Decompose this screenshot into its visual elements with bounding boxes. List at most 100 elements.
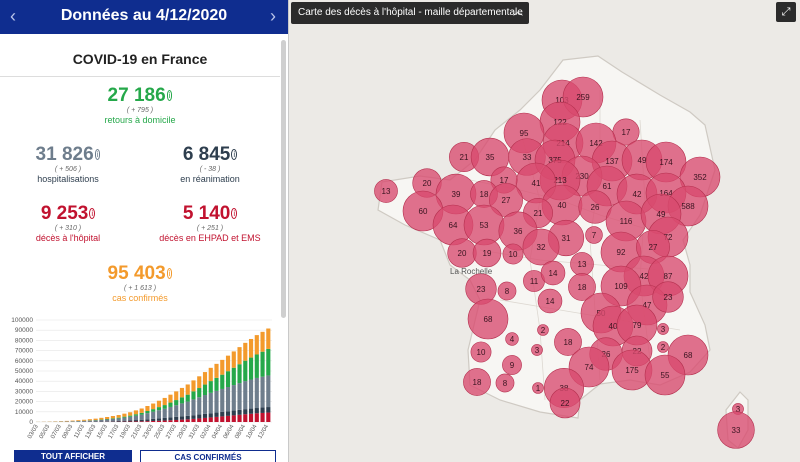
info-icon[interactable]: i bbox=[231, 149, 238, 160]
chart-bar bbox=[185, 401, 190, 416]
department-bubble[interactable] bbox=[374, 179, 398, 203]
chart-bar bbox=[214, 390, 219, 413]
department-bubble[interactable] bbox=[463, 368, 491, 396]
chart-bar bbox=[243, 342, 248, 361]
department-bubble[interactable] bbox=[549, 387, 581, 419]
department-bubble[interactable] bbox=[497, 281, 517, 301]
bubble-label: 60 bbox=[419, 207, 428, 216]
chart-bar bbox=[93, 418, 98, 421]
bubble-label: 17 bbox=[500, 176, 509, 185]
bubble-label: 18 bbox=[578, 283, 587, 292]
sidebar-panel: ‹ Données au 4/12/2020 › COVID-19 en Fra… bbox=[0, 0, 289, 462]
department-bubble[interactable] bbox=[495, 373, 515, 393]
info-icon[interactable]: i bbox=[94, 149, 101, 160]
map-title-bar[interactable]: Carte des décès à l'hôpital - maille dép… bbox=[291, 2, 529, 24]
department-bubble[interactable] bbox=[657, 323, 669, 335]
chart-bar bbox=[266, 407, 271, 413]
department-bubble[interactable] bbox=[522, 228, 560, 266]
department-bubble[interactable] bbox=[585, 226, 603, 244]
department-bubble[interactable] bbox=[470, 341, 492, 363]
chart-bar bbox=[248, 379, 254, 409]
department-bubble[interactable] bbox=[502, 355, 522, 375]
chart-bar bbox=[156, 400, 162, 408]
chart-bar bbox=[225, 411, 231, 416]
bubble-label: 14 bbox=[549, 269, 558, 278]
chart-bar bbox=[214, 416, 219, 422]
bubble-label: 352 bbox=[693, 173, 707, 182]
chart-bar bbox=[208, 381, 213, 393]
chart-bar bbox=[254, 408, 259, 414]
chevron-right-icon[interactable]: › bbox=[270, 6, 276, 26]
chart-bar bbox=[99, 417, 104, 420]
bubble-label: 8 bbox=[503, 379, 508, 388]
chart-bar bbox=[231, 415, 236, 422]
stat-hospit: 31 826 i ( + 506 ) hospitalisations bbox=[0, 145, 136, 185]
info-icon[interactable]: i bbox=[89, 208, 96, 219]
bubble-label: 1 bbox=[536, 384, 541, 393]
chart-bar bbox=[220, 416, 225, 422]
chart-bar bbox=[248, 408, 254, 414]
chevron-up-icon[interactable]: ︿ bbox=[513, 7, 523, 18]
bubble-label: 230 bbox=[575, 172, 589, 181]
chart-bar bbox=[139, 412, 144, 415]
header-title: Données au 4/12/2020 bbox=[60, 7, 228, 24]
department-bubble[interactable] bbox=[472, 238, 502, 268]
info-icon[interactable]: i bbox=[166, 268, 173, 279]
department-bubble[interactable] bbox=[568, 273, 596, 301]
department-bubble[interactable] bbox=[537, 288, 563, 314]
department-bubble[interactable] bbox=[502, 243, 524, 265]
chart-bar bbox=[133, 414, 138, 416]
department-bubble[interactable] bbox=[537, 324, 549, 336]
show-all-button[interactable]: TOUT AFFICHER bbox=[14, 450, 132, 462]
bubble-label: 122 bbox=[553, 118, 567, 127]
stat-retours: 27 186 i ( + 795 ) retours à domicile bbox=[70, 86, 210, 126]
department-bubble[interactable] bbox=[644, 354, 686, 396]
chart-bar bbox=[87, 419, 92, 421]
stat-hospit-delta: ( + 506 ) bbox=[54, 166, 82, 173]
confirmed-cases-button[interactable]: CAS CONFIRMÉS bbox=[140, 450, 276, 462]
chart-bar bbox=[179, 387, 185, 398]
sidebar-scrollbar[interactable] bbox=[281, 40, 286, 318]
department-bubble[interactable] bbox=[505, 332, 519, 346]
chart-bar bbox=[174, 400, 179, 406]
department-bubble[interactable] bbox=[531, 344, 543, 356]
bubble-label: 39 bbox=[452, 190, 461, 199]
stacked-bar-chart: 0 10000 20000 30000 40000 50000 60000 70000 8000… bbox=[11, 317, 272, 440]
chart-bar bbox=[110, 421, 115, 422]
department-bubble[interactable] bbox=[554, 328, 582, 356]
chart-bar bbox=[151, 418, 156, 421]
france-map[interactable]: 1032591221795214142213533375137491742302… bbox=[289, 0, 800, 462]
department-bubble[interactable] bbox=[532, 382, 544, 394]
bubble-label: 3 bbox=[535, 346, 540, 355]
chart-bar bbox=[145, 406, 150, 412]
stat-deces-hopital-label: décès à l'hôpital bbox=[35, 233, 101, 243]
department-bubble[interactable] bbox=[540, 260, 566, 286]
y-tick-label: 0 bbox=[29, 419, 33, 426]
bubble-label: 26 bbox=[602, 350, 611, 359]
x-tick-label: 09/03 bbox=[62, 423, 75, 440]
department-bubble[interactable] bbox=[467, 298, 509, 340]
chart-bar bbox=[128, 415, 133, 417]
bubble-label: 8 bbox=[505, 287, 510, 296]
chart-bar bbox=[260, 412, 265, 422]
chart-bar bbox=[248, 413, 254, 422]
chart-bar bbox=[116, 415, 121, 418]
department-bubble[interactable] bbox=[717, 411, 755, 449]
department-bubble[interactable] bbox=[652, 281, 684, 313]
chart-bar bbox=[214, 377, 219, 391]
stat-retours-label: retours à domicile bbox=[104, 115, 176, 125]
bubble-label: 95 bbox=[520, 129, 529, 138]
chevron-left-icon[interactable]: ‹ bbox=[10, 6, 16, 26]
chart-bar bbox=[145, 421, 150, 422]
stat-deces-hopital-delta: ( + 310 ) bbox=[54, 225, 82, 232]
bubble-label: 55 bbox=[661, 371, 670, 380]
stat-cas: 95 403 i ( + 1 613 ) cas confirmés bbox=[70, 264, 210, 304]
info-icon[interactable]: i bbox=[166, 90, 173, 101]
fullscreen-icon[interactable]: ⤢ bbox=[776, 2, 796, 22]
y-tick-label: 90000 bbox=[15, 327, 33, 334]
info-icon[interactable]: i bbox=[231, 208, 238, 219]
sidebar-header: ‹ Données au 4/12/2020 › bbox=[0, 0, 288, 34]
chart-bar bbox=[202, 413, 208, 418]
department-bubble[interactable] bbox=[657, 341, 669, 353]
chart-bar bbox=[220, 411, 225, 417]
